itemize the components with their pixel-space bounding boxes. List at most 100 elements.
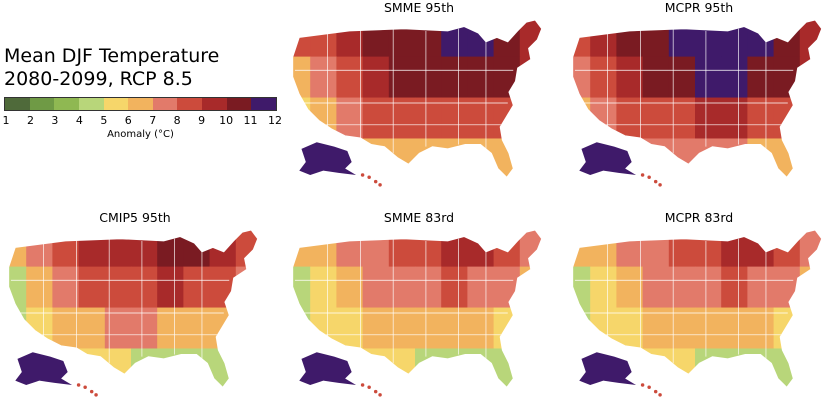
anomaly-cell xyxy=(362,56,390,99)
anomaly-cell xyxy=(721,230,748,268)
anomaly-cell xyxy=(131,307,158,350)
colorbar-swatch xyxy=(152,98,178,110)
panel-title: SMME 83rd xyxy=(383,210,455,225)
anomaly-cell xyxy=(415,266,442,309)
anomaly-cell xyxy=(590,230,617,268)
anomaly-cell xyxy=(441,230,468,268)
colorbar-label: Anomaly (°C) xyxy=(107,129,174,140)
anomaly-cell xyxy=(336,56,364,99)
anomaly-cell xyxy=(747,97,775,140)
anomaly-cell xyxy=(642,20,670,58)
hawaii-island xyxy=(367,385,371,389)
anomaly-cell xyxy=(388,20,416,58)
anomaly-cell xyxy=(799,230,822,268)
colorbar-tick-label: 2 xyxy=(26,114,34,127)
panel-title: MCPR 95th xyxy=(664,0,734,15)
hawaii-island xyxy=(647,175,651,179)
anomaly-cell xyxy=(336,230,364,268)
anomaly-cell xyxy=(590,97,617,140)
anomaly-cell xyxy=(695,97,722,140)
colorbar-tick-label: 1 xyxy=(2,114,10,127)
title-line-2: 2080-2099, RCP 8.5 xyxy=(4,68,193,90)
anomaly-cell xyxy=(415,307,442,350)
anomaly-cell xyxy=(104,230,132,268)
hawaii-island xyxy=(653,179,658,184)
anomaly-cell xyxy=(493,230,521,268)
alaska-inset xyxy=(579,352,637,386)
anomaly-cell xyxy=(590,56,617,99)
anomaly-cell xyxy=(721,20,748,58)
map-panel-smme-83rd: SMME 83rd xyxy=(284,210,554,410)
colorbar-tick-label: 9 xyxy=(198,114,206,127)
hawaii-island xyxy=(658,183,662,187)
anomaly-cell xyxy=(235,230,258,268)
panel-title: CMIP5 95th xyxy=(99,210,171,225)
hawaii-island xyxy=(76,383,81,387)
anomaly-cell xyxy=(310,266,337,309)
anomaly-cell xyxy=(292,97,311,140)
anomaly-cell xyxy=(388,138,416,178)
anomaly-cell xyxy=(519,20,542,58)
anomaly-cell xyxy=(388,230,416,268)
anomaly-cell xyxy=(388,56,416,99)
anomaly-cell xyxy=(336,266,364,309)
colorbar-swatch xyxy=(226,98,252,110)
anomaly-cell xyxy=(721,307,748,350)
alaska-inset xyxy=(15,352,73,386)
anomaly-cell xyxy=(747,266,775,309)
anomaly-cell xyxy=(747,56,775,99)
anomaly-cell xyxy=(773,20,801,58)
anomaly-cell xyxy=(572,56,591,99)
conus-map xyxy=(572,229,823,397)
anomaly-cell xyxy=(668,348,696,388)
hawaii-island xyxy=(360,383,365,387)
conus-outline xyxy=(572,229,823,388)
anomaly-cell xyxy=(747,307,775,350)
anomaly-cell xyxy=(616,307,644,350)
colorbar xyxy=(4,97,277,111)
anomaly-cell xyxy=(642,56,670,99)
hawaii-island xyxy=(647,385,651,389)
anomaly-cell xyxy=(493,20,521,58)
colorbar-swatch xyxy=(78,98,104,110)
anomaly-cell xyxy=(183,266,211,309)
anomaly-cell xyxy=(799,307,822,350)
anomaly-cell xyxy=(493,348,521,388)
anomaly-cell xyxy=(467,56,495,99)
anomaly-cell xyxy=(799,138,822,178)
anomaly-cell xyxy=(388,266,416,309)
anomaly-cell xyxy=(616,230,644,268)
anomaly-cell xyxy=(519,230,542,268)
anomaly-cell xyxy=(519,97,542,140)
anomaly-cell xyxy=(642,266,670,309)
conus-map xyxy=(292,19,543,187)
anomaly-cell xyxy=(310,20,337,58)
anomaly-cell xyxy=(235,266,258,309)
colorbar-tick-label: 11 xyxy=(243,114,258,127)
anomaly-cell xyxy=(668,20,696,58)
alaska-inset xyxy=(299,352,357,386)
anomaly-cell xyxy=(362,138,390,178)
anomaly-cell xyxy=(668,97,696,140)
anomaly-cell xyxy=(131,348,158,388)
anomaly-cell xyxy=(209,230,237,268)
anomaly-cell xyxy=(292,266,311,309)
anomaly-cell xyxy=(157,230,184,268)
map-title: Mean DJF Temperature 2080-2099, RCP 8.5 xyxy=(4,45,219,91)
anomaly-cell xyxy=(104,307,132,350)
anomaly-cell xyxy=(441,56,468,99)
colorbar-tick-label: 5 xyxy=(100,114,108,127)
anomaly-cell xyxy=(362,266,390,309)
colorbar-swatch xyxy=(5,98,30,110)
hawaii-island xyxy=(640,173,645,177)
colorbar-tick-label: 7 xyxy=(149,114,157,127)
anomaly-cell xyxy=(104,348,132,388)
anomaly-cell xyxy=(209,307,237,350)
anomaly-cell xyxy=(310,307,337,350)
anomaly-cell xyxy=(695,230,722,268)
anomaly-cell xyxy=(8,307,27,350)
anomaly-cell xyxy=(519,266,542,309)
anomaly-cell xyxy=(415,138,442,178)
anomaly-cell xyxy=(362,230,390,268)
anomaly-cell xyxy=(493,97,521,140)
